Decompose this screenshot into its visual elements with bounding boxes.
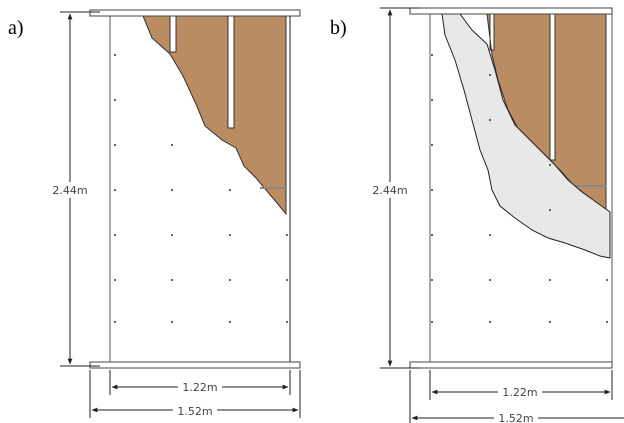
panel-label: a) bbox=[8, 17, 24, 39]
panel-label: b) bbox=[330, 17, 347, 39]
patched-area bbox=[441, 13, 611, 259]
exposed-studs bbox=[142, 15, 287, 216]
inner-width-label: 1.22m bbox=[502, 386, 537, 399]
outer-width-label: 1.52m bbox=[498, 412, 533, 423]
label-bg bbox=[494, 411, 538, 423]
top-plate bbox=[89, 9, 301, 17]
panel-b: b) 2.44m 1.22m 1.52m bbox=[330, 7, 624, 423]
label-bg bbox=[173, 403, 217, 419]
height-label: 2.44m bbox=[372, 184, 407, 197]
inner-width-label: 1.22m bbox=[182, 381, 217, 394]
bottom-plate bbox=[409, 361, 613, 369]
panel-a: a) 2.44m 1.22m 1.52m bbox=[8, 9, 301, 419]
bottom-plate bbox=[89, 361, 301, 369]
label-bg bbox=[368, 182, 412, 198]
label-bg bbox=[178, 379, 222, 395]
height-label: 2.44m bbox=[52, 184, 87, 197]
label-bg bbox=[498, 384, 542, 400]
outer-width-label: 1.52m bbox=[177, 405, 212, 418]
screw-dots bbox=[114, 54, 288, 323]
top-plate bbox=[409, 7, 613, 15]
screw-dots bbox=[431, 54, 608, 323]
label-bg bbox=[48, 182, 92, 198]
